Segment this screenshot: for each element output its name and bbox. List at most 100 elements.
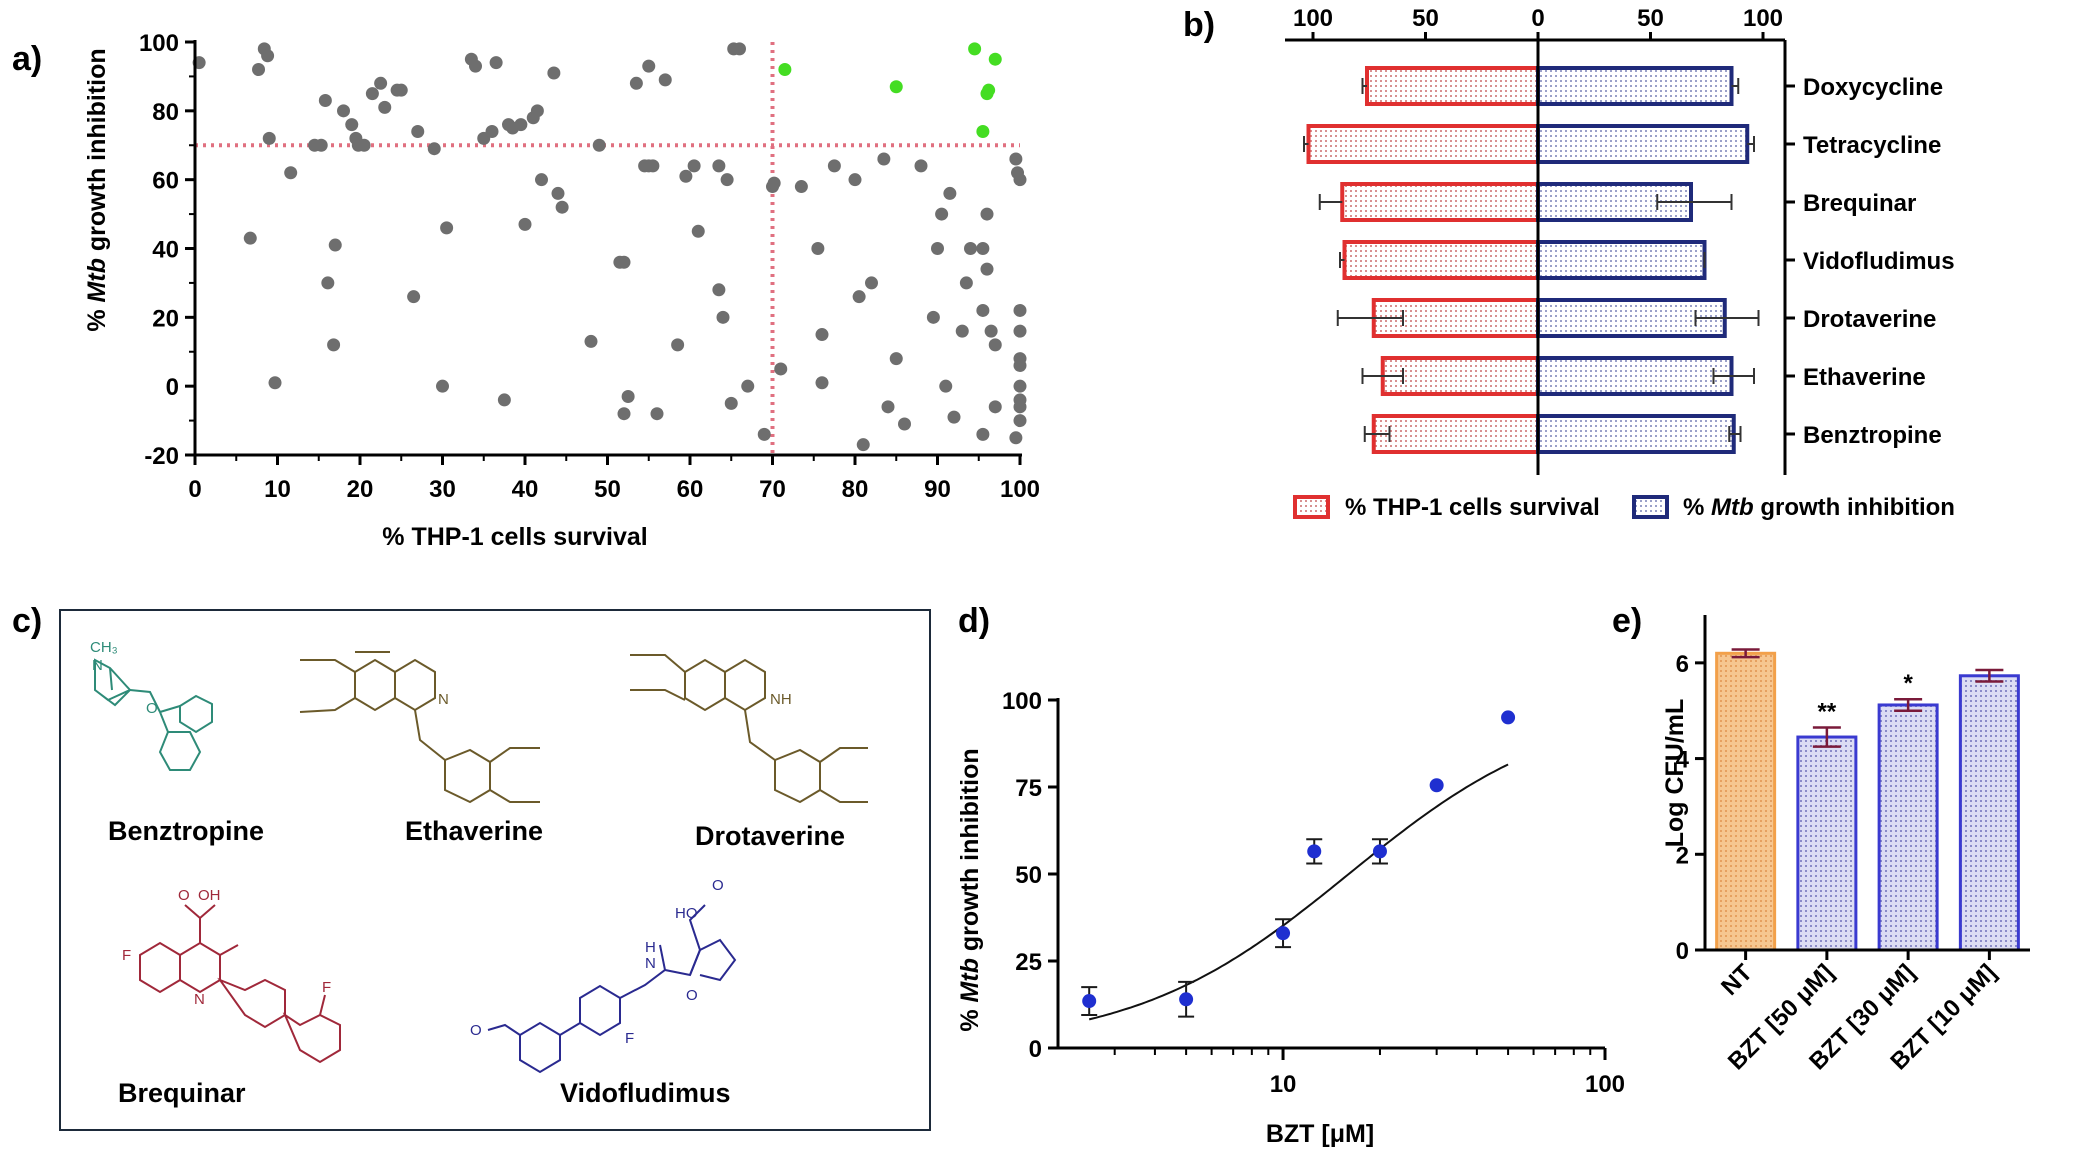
bar-survival [1371, 414, 1540, 454]
x-tick-label: 80 [842, 476, 869, 503]
x-tick-label: 30 [429, 476, 456, 503]
y-tick-label: 60 [152, 168, 179, 195]
data-point [268, 376, 282, 390]
hit-point [982, 83, 996, 97]
data-point [865, 276, 878, 290]
atom-o-amide: O [686, 987, 698, 1004]
data-point [1307, 844, 1322, 859]
atom-nh: NH [770, 691, 792, 708]
panel-c: c) CH₃ N O Benztropine N Ethaverine [12, 602, 931, 1131]
significance-label: ** [1818, 698, 1837, 725]
panel-a-axes: 0 10 20 30 40 50 60 70 80 90 100 -20 0 20 40 60 80 100 [139, 30, 1040, 503]
panel-b-legend: % THP-1 cells survival % Mtb growth inhi… [1293, 494, 1955, 521]
atom-n: N [92, 657, 103, 674]
bar [1877, 703, 1939, 952]
data-point [411, 124, 425, 138]
data-point [328, 238, 342, 252]
category-label: Tetracycline [1803, 132, 1941, 159]
data-point [489, 56, 503, 70]
data-point [337, 104, 350, 118]
data-point [514, 118, 528, 132]
hit-point [889, 80, 903, 94]
y-tick-label: 0 [166, 374, 179, 401]
data-point [617, 255, 631, 269]
structure-benztropine: CH₃ N O [90, 639, 213, 771]
category-label: Doxycycline [1803, 74, 1943, 101]
bar-survival [1342, 240, 1540, 280]
x-tick-label: 10 [1270, 1071, 1297, 1098]
bar-inhibition [1536, 124, 1750, 164]
top-tick-label: 100 [1743, 5, 1783, 32]
data-point [898, 417, 911, 431]
data-point [679, 169, 693, 183]
panel-c-label: c) [12, 602, 42, 640]
data-point [774, 362, 788, 376]
data-point [881, 400, 895, 414]
data-point [733, 42, 746, 56]
structure-vidofludimus: O HO H N O F O [470, 877, 737, 1074]
data-point [318, 94, 332, 108]
data-point [243, 231, 257, 245]
legend-swatch-survival [1293, 495, 1330, 519]
bar [1958, 674, 2020, 952]
data-point [592, 138, 606, 152]
bar-survival [1365, 66, 1540, 106]
data-point [555, 200, 569, 214]
x-tick-label: 60 [677, 476, 704, 503]
data-point [984, 324, 998, 338]
data-point [988, 338, 1002, 352]
data-point [1009, 431, 1023, 445]
data-point [497, 393, 511, 407]
atom-ho: HO [675, 905, 698, 922]
data-point [530, 104, 544, 118]
data-point [691, 224, 705, 238]
data-point [621, 389, 635, 403]
y-tick-label: 6 [1676, 651, 1689, 678]
structure-name-brequinar: Brequinar [118, 1078, 246, 1108]
panel-b-axes: Doxycycline Tetracycline Brequinar Vidoflud… [1285, 5, 1955, 475]
data-point [724, 396, 738, 410]
data-point [469, 59, 482, 73]
panel-d-axes: 0 25 50 75 100 10 100 [1002, 688, 1625, 1098]
data-point [327, 338, 341, 352]
data-point [1372, 844, 1387, 859]
data-point [976, 242, 990, 255]
data-point [848, 173, 862, 187]
data-point [262, 131, 276, 145]
data-point [914, 159, 928, 173]
data-point [947, 410, 961, 424]
category-label: Benztropine [1803, 422, 1942, 449]
atom-o-methoxy: O [470, 1022, 482, 1039]
x-tick-label: 50 [594, 476, 621, 503]
hit-point [976, 124, 990, 138]
y-tick-label: 2 [1676, 842, 1689, 869]
data-point [427, 142, 441, 156]
data-point [926, 310, 940, 324]
structure-ethaverine: N [299, 651, 540, 804]
data-point [261, 49, 275, 63]
y-tick-label: 40 [152, 237, 179, 264]
structure-name-vidofludimus: Vidofludimus [560, 1078, 731, 1108]
panel-e-ylabel: Log CFU/mL [1661, 699, 1689, 848]
structure-brequinar: OH O F N F [122, 887, 341, 1064]
legend-label-inhibition: % Mtb growth inhibition [1683, 494, 1955, 521]
atom-h: H [645, 939, 656, 956]
data-point [720, 173, 734, 187]
data-point [988, 400, 1002, 414]
bar-inhibition [1536, 298, 1727, 338]
data-point [815, 328, 829, 342]
panel-a-ylabel: % Mtb growth inhibition [83, 48, 111, 331]
panel-d: d) 0 25 50 75 100 10 100 BZT [μM] % Mtb growth… [956, 602, 1625, 1148]
top-tick-label: 50 [1412, 5, 1439, 32]
data-point [1013, 379, 1027, 393]
data-point [1276, 926, 1291, 941]
atom-f2: F [322, 979, 331, 996]
panel-d-fit-curve [1088, 763, 1509, 1021]
bar [1796, 735, 1858, 952]
data-point [1013, 400, 1027, 414]
hit-point [778, 63, 792, 77]
y-tick-label: 75 [1015, 775, 1042, 802]
data-point [650, 407, 664, 421]
data-point [374, 76, 388, 90]
